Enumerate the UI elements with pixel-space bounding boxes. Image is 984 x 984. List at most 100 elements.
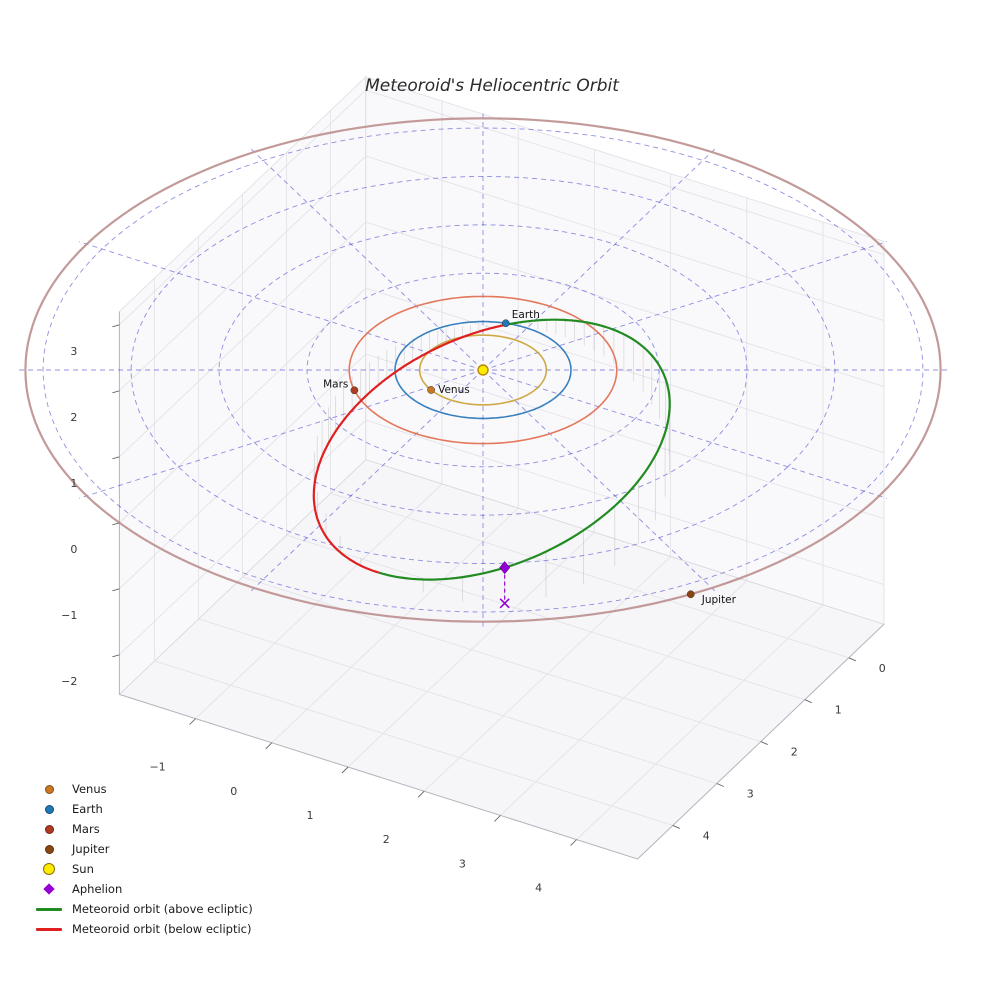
wall-grid-z-back: [365, 353, 885, 519]
legend-marker-cell: [34, 863, 64, 875]
floor-grid-y: [154, 660, 673, 826]
legend-label: Venus: [72, 782, 107, 796]
legend-item: Venus: [34, 782, 253, 796]
jupiter-legend-marker-icon: [44, 844, 54, 854]
y-tick: [804, 699, 812, 704]
wall-grid-z-left: [119, 155, 367, 392]
z-tick: [112, 588, 120, 592]
y-tick-label: 1: [835, 704, 842, 717]
planet-marker-venus-icon: [427, 386, 435, 394]
y-tick-label: 2: [791, 746, 798, 759]
wall-grid-z-back: [365, 89, 885, 255]
floor-grid-y: [198, 618, 717, 784]
legend-marker-cell: [34, 844, 64, 854]
planet-label-jupiter: Jupiter: [701, 594, 737, 606]
planet-label-mars: Mars: [323, 378, 348, 390]
meteoroid-orbit-above: [378, 318, 671, 581]
legend-label: Sun: [72, 862, 94, 876]
ecliptic-grid-spoke: [482, 241, 888, 371]
meteoroid-orbit-below: [478, 323, 507, 333]
legend-marker-cell: [34, 824, 64, 834]
y-tick: [848, 657, 856, 662]
wall-grid-z-back: [365, 155, 885, 321]
meteoroid-orbit-below-ecliptic--legend-marker-icon: [36, 927, 62, 931]
x-axis-line: [119, 693, 638, 860]
legend-item: Mars: [34, 822, 253, 836]
legend-item: Meteoroid orbit (below ecliptic): [34, 922, 253, 936]
planet-marker-jupiter-icon: [686, 590, 695, 599]
meteoroid-orbit-above-ecliptic--legend-marker-icon: [36, 907, 62, 911]
planet-label-venus: Venus: [438, 384, 470, 396]
legend-label: Aphelion: [72, 882, 123, 896]
legend-marker-cell: [34, 784, 64, 794]
earth-legend-marker-icon: [44, 804, 54, 814]
legend-marker-cell: [34, 907, 64, 911]
wall-grid-z-left: [119, 287, 367, 524]
x-tick-label: −1: [149, 761, 165, 774]
planet-label-earth: Earth: [512, 309, 540, 321]
venus-legend-marker-icon: [44, 784, 54, 794]
z-tick-label: 0: [70, 543, 77, 556]
orbit-mars: [348, 295, 618, 445]
legend-marker-cell: [34, 804, 64, 814]
meteoroid-orbit-below: [312, 330, 480, 574]
z-tick-label: 3: [70, 345, 77, 358]
x-tick-label: 0: [230, 785, 237, 798]
planet-marker-earth-icon: [501, 319, 510, 328]
legend-item: Earth: [34, 802, 253, 816]
wall-grid-z-back: [365, 419, 885, 585]
z-tick: [112, 324, 120, 328]
legend: Venus Earth Mars Jupiter Sun Aphelion Meteoroi…: [34, 782, 253, 936]
sun-marker-icon: [477, 364, 489, 376]
ecliptic-grid-circle: [306, 272, 660, 468]
legend-label: Earth: [72, 802, 103, 816]
legend-label: Meteoroid orbit (above ecliptic): [72, 902, 253, 916]
legend-item: Meteoroid orbit (above ecliptic): [34, 902, 253, 916]
legend-label: Jupiter: [72, 842, 110, 856]
x-tick: [570, 839, 577, 846]
x-tick-label: 3: [459, 857, 466, 870]
wall-grid-z-left: [119, 221, 367, 458]
legend-marker-cell: [34, 927, 64, 931]
chart-title: Meteoroid's Heliocentric Orbit: [365, 76, 619, 96]
z-tick-label: −2: [61, 675, 77, 688]
x-tick-label: 1: [307, 809, 314, 822]
x-tick: [417, 790, 425, 798]
x-tick: [341, 766, 349, 774]
y-tick: [672, 824, 680, 829]
x-tick: [494, 815, 501, 822]
legend-item: Aphelion: [34, 882, 253, 896]
ecliptic-grid-spoke: [482, 369, 888, 499]
y-tick-label: 4: [703, 829, 710, 842]
x-tick-label: 2: [383, 833, 390, 846]
floor-grid-y: [286, 534, 805, 701]
floor-grid-y: [330, 492, 849, 659]
x-tick-label: 4: [535, 882, 542, 895]
sun-legend-marker-icon: [43, 863, 55, 875]
floor-grid-y: [242, 576, 761, 742]
z-tick: [112, 390, 120, 394]
z-tick-label: 1: [70, 477, 77, 490]
y-tick: [760, 741, 768, 746]
aphelion-legend-marker-icon: [43, 883, 55, 895]
x-tick: [189, 718, 196, 725]
legend-item: Jupiter: [34, 842, 253, 856]
wall-grid-z-left: [119, 89, 367, 326]
x-tick: [265, 742, 273, 750]
orbit-earth: [394, 320, 572, 420]
wall-grid-z-back: [365, 287, 885, 453]
z-tick-label: 2: [70, 411, 77, 424]
wall-grid-z-back: [365, 221, 885, 387]
y-tick-label: 3: [747, 788, 754, 801]
y-tick: [716, 783, 724, 787]
wall-grid-z-left: [119, 419, 367, 656]
y-tick-label: 0: [879, 662, 886, 675]
z-tick: [112, 522, 120, 526]
legend-label: Mars: [72, 822, 100, 836]
ecliptic-grid-spoke: [78, 369, 484, 499]
ecliptic-grid-spoke: [78, 241, 484, 371]
mars-legend-marker-icon: [44, 824, 54, 834]
z-tick: [112, 456, 120, 460]
